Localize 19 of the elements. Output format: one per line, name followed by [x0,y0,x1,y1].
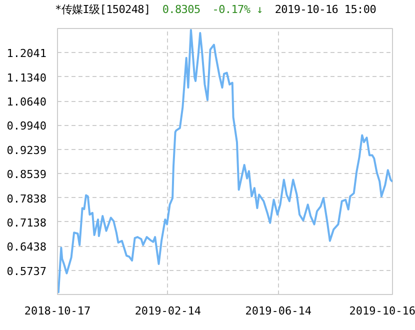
y-tick-label: 1.1340 [6,71,47,84]
chart-title: *传媒I级[150248] [55,3,150,16]
text: 2019-10-16 15:00 [274,3,376,16]
y-tick-label: 0.8539 [6,168,47,182]
text: -0.17% ↓ [212,3,263,16]
y-tick-label: 0.6438 [6,240,47,254]
x-tick-label: 2019-10-16 [349,304,415,318]
y-tick-label: 0.7138 [6,216,47,230]
y-tick-label: 1.0640 [6,96,47,109]
x-tick-label: 2019-06-14 [245,304,312,318]
line-series [58,28,392,294]
y-tick-label: 0.9940 [6,120,47,133]
x-tick-label: 2019-02-14 [134,304,202,318]
text: 0.8305 [162,3,200,16]
y-tick-label: 0.9239 [6,144,47,157]
y-tick-label: 1.2041 [6,47,47,60]
y-tick-label: 0.7838 [6,192,47,206]
x-tick-label: 2018-10-17 [24,304,91,318]
y-tick-label: 0.5737 [6,264,47,278]
